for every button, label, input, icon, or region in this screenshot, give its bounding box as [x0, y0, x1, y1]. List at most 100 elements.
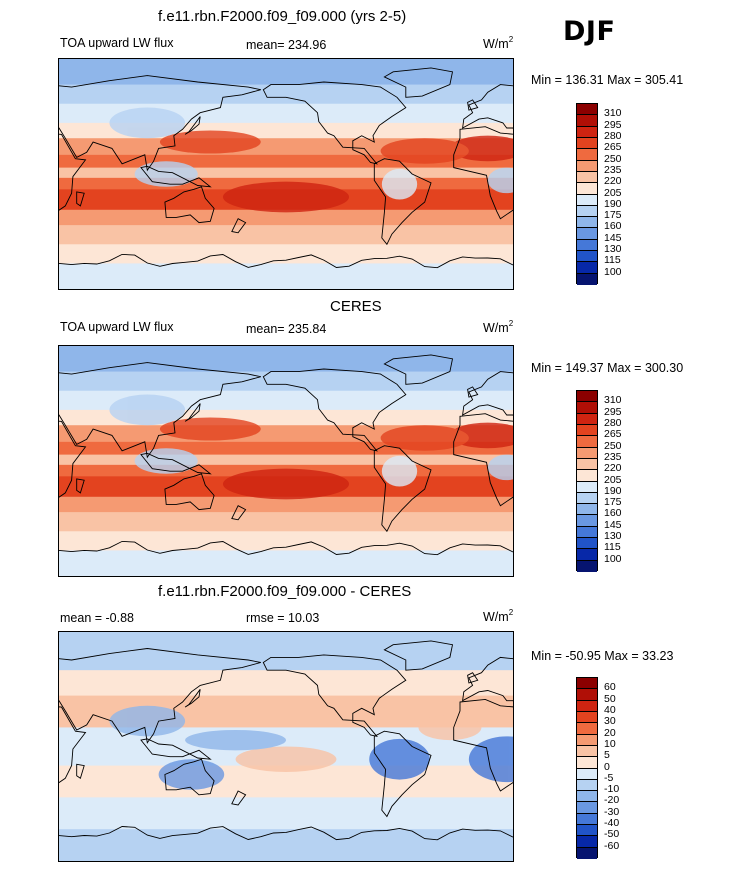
colorbar-swatch: [577, 413, 597, 425]
colorbar-tick-label: 175: [604, 496, 622, 509]
panel-3-minmax-label: Min = -50.95 Max = 33.23: [531, 649, 674, 663]
colorbar-swatch: [577, 825, 597, 837]
season-label: DJF: [563, 16, 616, 47]
field-band: [59, 797, 513, 830]
field-band: [59, 632, 513, 671]
colorbar-tick-label: 235: [604, 450, 622, 463]
coastline: [59, 133, 87, 211]
colorbar-tick-label: 205: [604, 473, 622, 486]
colorbar-tick-label: -5: [604, 771, 614, 784]
coastline: [76, 478, 85, 494]
colorbar-swatch: [577, 711, 597, 724]
colorbar-tick-label: 115: [604, 254, 621, 267]
colorbar-tick-label: -30: [604, 805, 620, 818]
colorbar-swatch: [577, 205, 597, 218]
panel-1-units-label: W/m2: [483, 35, 514, 52]
coastline: [231, 505, 247, 521]
colorbar-tick-label: 205: [604, 186, 622, 199]
colorbar-swatch: [577, 481, 597, 493]
colorbar-swatch: [577, 768, 597, 780]
coastline: [373, 730, 432, 818]
colorbar-tick-label: 280: [604, 129, 622, 142]
colorbar-swatch: [577, 538, 597, 550]
coastline: [373, 158, 432, 246]
colorbar-swatch: [577, 526, 597, 539]
colorbar-tick-label: -40: [604, 817, 620, 830]
field-feature: [381, 168, 418, 200]
colorbar-tick-label: 60: [604, 681, 616, 694]
field-band: [59, 346, 513, 373]
map-svg: [59, 346, 513, 576]
field-band: [59, 167, 513, 179]
field-feature: [487, 167, 513, 194]
colorbar-swatch: [577, 813, 597, 826]
colorbar-tick-label: 0: [604, 760, 610, 773]
colorbar-swatch: [577, 847, 597, 859]
coastline: [140, 738, 212, 760]
colorbar-swatch: [577, 836, 597, 848]
colorbar-tick-label: 235: [604, 163, 622, 176]
colorbar-tick-label: 145: [604, 231, 622, 244]
colorbar-tick-label: 20: [604, 726, 616, 739]
antarctica-coastline: [59, 540, 513, 556]
colorbar-swatch: [577, 470, 597, 482]
colorbar-tick-label: 250: [604, 439, 622, 452]
field-feature: [468, 736, 513, 783]
coastline: [383, 67, 454, 98]
colorbar-swatch: [577, 228, 597, 240]
coastline: [59, 362, 261, 459]
panel-1-minmax-label: Min = 136.31 Max = 305.41: [531, 73, 684, 87]
colorbar-tick-label: 310: [604, 107, 622, 120]
colorbar-swatch: [577, 700, 597, 712]
field-feature: [134, 448, 198, 474]
coastline: [383, 640, 454, 671]
colorbar-swatch: [577, 239, 597, 252]
colorbar-swatch: [577, 689, 597, 701]
colorbar-tick-label: 100: [604, 552, 622, 565]
field-feature: [487, 454, 513, 481]
panel-2-map: [58, 345, 514, 577]
field-band: [59, 512, 513, 532]
colorbar-swatch: [577, 137, 597, 150]
panel-2-mean-label: mean= 235.84: [246, 322, 327, 336]
colorbar-tick-label: 50: [604, 692, 616, 705]
panel-3-units-label: W/m2: [483, 608, 514, 625]
coastline: [262, 368, 407, 452]
colorbar-swatch: [577, 458, 597, 471]
field-band: [59, 829, 513, 861]
colorbar-swatch: [577, 424, 597, 437]
coastline: [467, 99, 479, 111]
coastline: [373, 445, 432, 533]
coastline: [383, 354, 454, 385]
field-feature: [235, 746, 337, 772]
colorbar-swatch: [577, 149, 597, 161]
coastline: [462, 371, 513, 416]
panel-2-variable-label: TOA upward LW flux: [60, 320, 174, 334]
field-feature: [109, 705, 186, 737]
colorbar-swatch: [577, 217, 597, 229]
coastline: [231, 790, 247, 806]
colorbar-swatch: [577, 251, 597, 263]
colorbar-tick-label: 295: [604, 118, 622, 131]
coastline: [453, 126, 513, 220]
colorbar-tick-label: 160: [604, 507, 622, 520]
field-feature: [109, 394, 186, 426]
colorbar-tick-label: 295: [604, 405, 622, 418]
colorbar-tick-label: 190: [604, 197, 622, 210]
colorbar-swatch: [577, 436, 597, 448]
field-feature: [158, 759, 225, 790]
panel-3-map: [58, 631, 514, 862]
coastline: [462, 84, 513, 129]
colorbar-swatch: [577, 678, 597, 690]
coastline: [59, 706, 87, 784]
map-svg: [59, 632, 513, 861]
colorbar-swatch: [577, 273, 597, 285]
coastline: [453, 413, 513, 507]
coastline: [462, 656, 513, 702]
field-feature: [222, 181, 350, 213]
colorbar-tick-label: -60: [604, 839, 620, 852]
colorbar-swatch: [577, 791, 597, 803]
colorbar-tick-label: 280: [604, 416, 622, 429]
field-feature: [380, 425, 469, 451]
coastline: [262, 81, 407, 165]
